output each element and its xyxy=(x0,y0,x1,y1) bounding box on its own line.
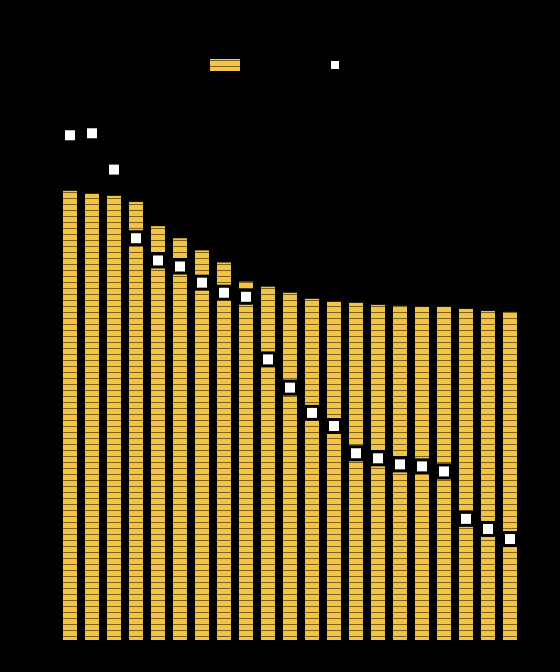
bar xyxy=(349,303,363,640)
legend-marker-swatch xyxy=(330,60,340,70)
marker xyxy=(64,129,77,142)
bar xyxy=(371,305,385,640)
marker xyxy=(394,458,407,471)
dual-series-chart xyxy=(0,0,560,672)
marker xyxy=(196,276,209,289)
marker xyxy=(438,465,451,478)
marker xyxy=(504,533,517,546)
bar xyxy=(85,194,99,640)
bar xyxy=(261,287,275,640)
bar xyxy=(63,191,77,640)
bar xyxy=(129,202,143,640)
marker xyxy=(306,406,319,419)
marker xyxy=(240,290,253,303)
bar xyxy=(393,306,407,640)
marker xyxy=(482,522,495,535)
bar xyxy=(283,293,297,640)
bar xyxy=(305,299,319,640)
bar xyxy=(327,302,341,640)
bar xyxy=(239,282,253,640)
bar xyxy=(107,196,121,640)
marker xyxy=(174,260,187,273)
bar xyxy=(481,311,495,640)
bar xyxy=(151,226,165,640)
marker xyxy=(416,460,429,473)
bar xyxy=(173,238,187,640)
legend-bar-swatch xyxy=(210,59,240,71)
marker xyxy=(284,381,297,394)
bar xyxy=(459,309,473,640)
marker xyxy=(350,447,363,460)
chart-background xyxy=(0,0,560,672)
marker xyxy=(328,420,341,433)
marker xyxy=(108,163,121,176)
marker xyxy=(86,127,99,140)
marker xyxy=(152,254,165,267)
bar xyxy=(195,250,209,640)
marker xyxy=(130,232,143,245)
bar xyxy=(217,262,231,640)
bar xyxy=(503,312,517,640)
marker xyxy=(262,353,275,366)
marker xyxy=(372,452,385,465)
marker xyxy=(218,286,231,299)
marker xyxy=(460,512,473,525)
